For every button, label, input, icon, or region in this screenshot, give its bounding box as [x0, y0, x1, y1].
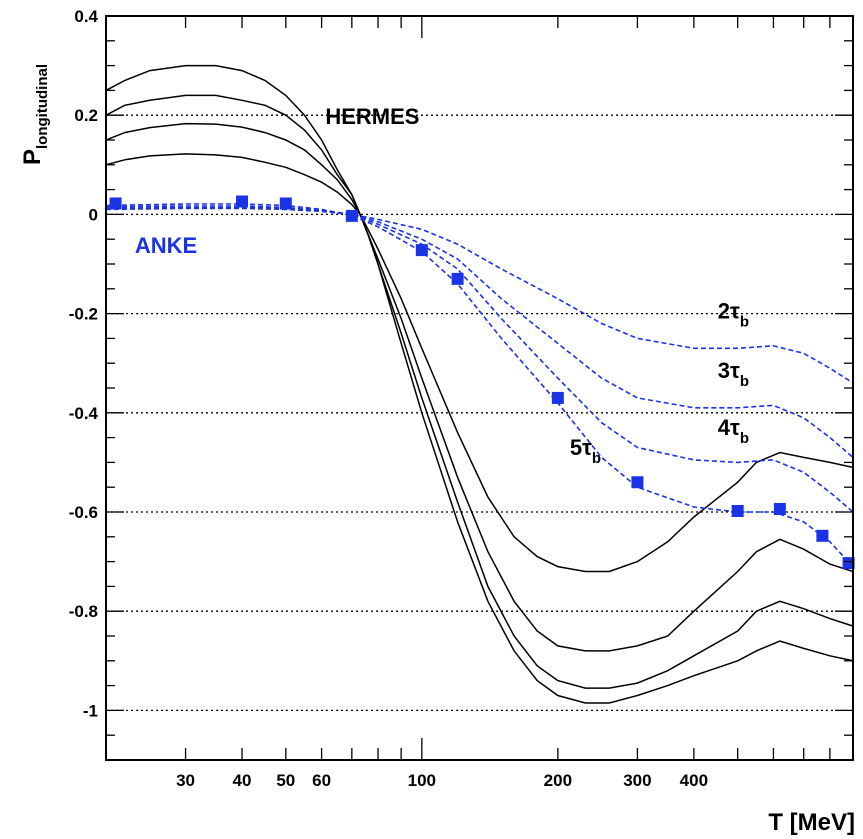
solid-curve-2	[106, 122, 853, 652]
tau-label: 5τb	[570, 435, 601, 467]
data-point	[109, 197, 122, 210]
anke-label: ANKE	[135, 233, 197, 258]
tau-label-main: 4τ	[718, 415, 740, 440]
data-point	[773, 503, 786, 516]
y-tick-label: 0	[89, 205, 98, 224]
y-axis-title: Plongitudinal	[19, 64, 51, 165]
data-markers	[109, 195, 855, 570]
tau-label-sub: b	[740, 430, 749, 447]
tau-label: 2τb	[718, 299, 749, 331]
data-point	[236, 195, 249, 208]
solid-curve-3	[106, 153, 853, 573]
tau-label-sub: b	[592, 450, 601, 467]
x-tick-label: 60	[312, 771, 331, 790]
hermes-label: HERMES	[325, 104, 419, 129]
dashed-curve-5	[106, 206, 853, 459]
data-point	[731, 505, 744, 518]
solid-curve-1	[106, 94, 853, 689]
tau-label-main: 2τ	[718, 299, 740, 324]
data-point	[415, 244, 428, 257]
axis-ticks	[105, 15, 854, 761]
dashed-curve-6	[106, 205, 853, 513]
y-axis-title-main: P	[19, 149, 46, 165]
x-tick-label: 40	[233, 771, 252, 790]
x-tick-label: 50	[276, 771, 295, 790]
y-axis-title-sub: longitudinal	[34, 64, 51, 149]
tau-label: 3τb	[718, 358, 749, 390]
data-point	[842, 557, 855, 570]
x-axis-title: T [MeV]	[768, 809, 855, 836]
y-tick-label: -0.6	[69, 503, 98, 522]
y-tick-label: 0.4	[74, 7, 98, 26]
x-tick-label: 200	[544, 771, 572, 790]
y-tick-label: 0.2	[74, 106, 98, 125]
data-point	[279, 197, 292, 210]
y-tick-label: -0.4	[69, 404, 99, 423]
x-tick-label: 400	[680, 771, 708, 790]
tau-label-sub: b	[740, 373, 749, 390]
x-tick-label: 100	[408, 771, 436, 790]
x-tick-label: 30	[176, 771, 195, 790]
tick-labels: 0.4 0.2 0 -0.2 -0.4 -0.6 -0.8 -1 30 40 50 60 100 200 3…	[69, 7, 708, 790]
tau-label-main: 3τ	[718, 358, 740, 383]
tau-label-main: 5τ	[570, 435, 592, 460]
data-point	[816, 529, 829, 542]
tau-label-sub: b	[740, 314, 749, 331]
y-tick-label: -1	[83, 701, 98, 720]
y-tick-label: -0.8	[69, 602, 98, 621]
dashed-curve-4	[106, 207, 853, 384]
tau-label: 4τb	[718, 415, 749, 447]
data-point	[451, 272, 464, 285]
data-point	[345, 209, 358, 222]
data-point	[551, 391, 564, 404]
solid-curve-0	[106, 64, 853, 704]
data-point	[631, 476, 644, 489]
x-tick-label: 300	[623, 771, 651, 790]
y-tick-label: -0.2	[69, 305, 98, 324]
